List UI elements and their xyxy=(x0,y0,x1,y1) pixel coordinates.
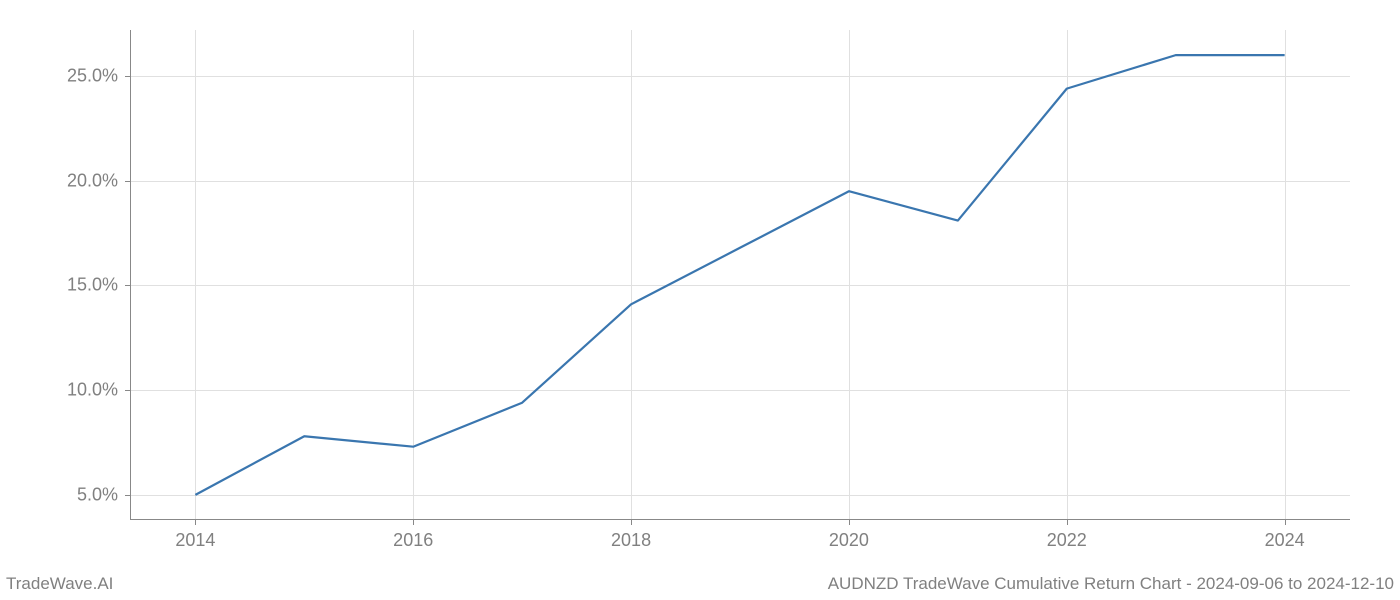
return-line xyxy=(195,55,1284,495)
x-tick-label: 2018 xyxy=(611,530,651,551)
plot-area: 5.0%10.0%15.0%20.0%25.0% 201420162018202… xyxy=(130,30,1350,520)
x-tick-label: 2022 xyxy=(1047,530,1087,551)
x-tick-label: 2020 xyxy=(829,530,869,551)
line-series-layer xyxy=(130,30,1350,520)
y-tick-mark xyxy=(125,181,130,182)
x-tick-label: 2016 xyxy=(393,530,433,551)
x-tick-mark xyxy=(631,520,632,525)
y-tick-mark xyxy=(125,495,130,496)
y-tick-label: 25.0% xyxy=(67,66,118,87)
footer-left-text: TradeWave.AI xyxy=(6,574,113,594)
y-tick-mark xyxy=(125,390,130,391)
footer-right-text: AUDNZD TradeWave Cumulative Return Chart… xyxy=(828,574,1394,594)
x-tick-label: 2024 xyxy=(1265,530,1305,551)
x-tick-mark xyxy=(849,520,850,525)
y-tick-label: 20.0% xyxy=(67,170,118,191)
y-tick-mark xyxy=(125,285,130,286)
x-tick-mark xyxy=(413,520,414,525)
y-tick-mark xyxy=(125,76,130,77)
x-tick-mark xyxy=(1067,520,1068,525)
y-tick-label: 5.0% xyxy=(77,484,118,505)
x-tick-mark xyxy=(1285,520,1286,525)
x-tick-mark xyxy=(195,520,196,525)
chart-container: 5.0% 10.0% 15.0% 20.0% 25.0% 2014 2016 2018 202… xyxy=(0,0,1400,600)
y-tick-label: 15.0% xyxy=(67,275,118,296)
x-tick-label: 2014 xyxy=(175,530,215,551)
y-tick-label: 10.0% xyxy=(67,380,118,401)
